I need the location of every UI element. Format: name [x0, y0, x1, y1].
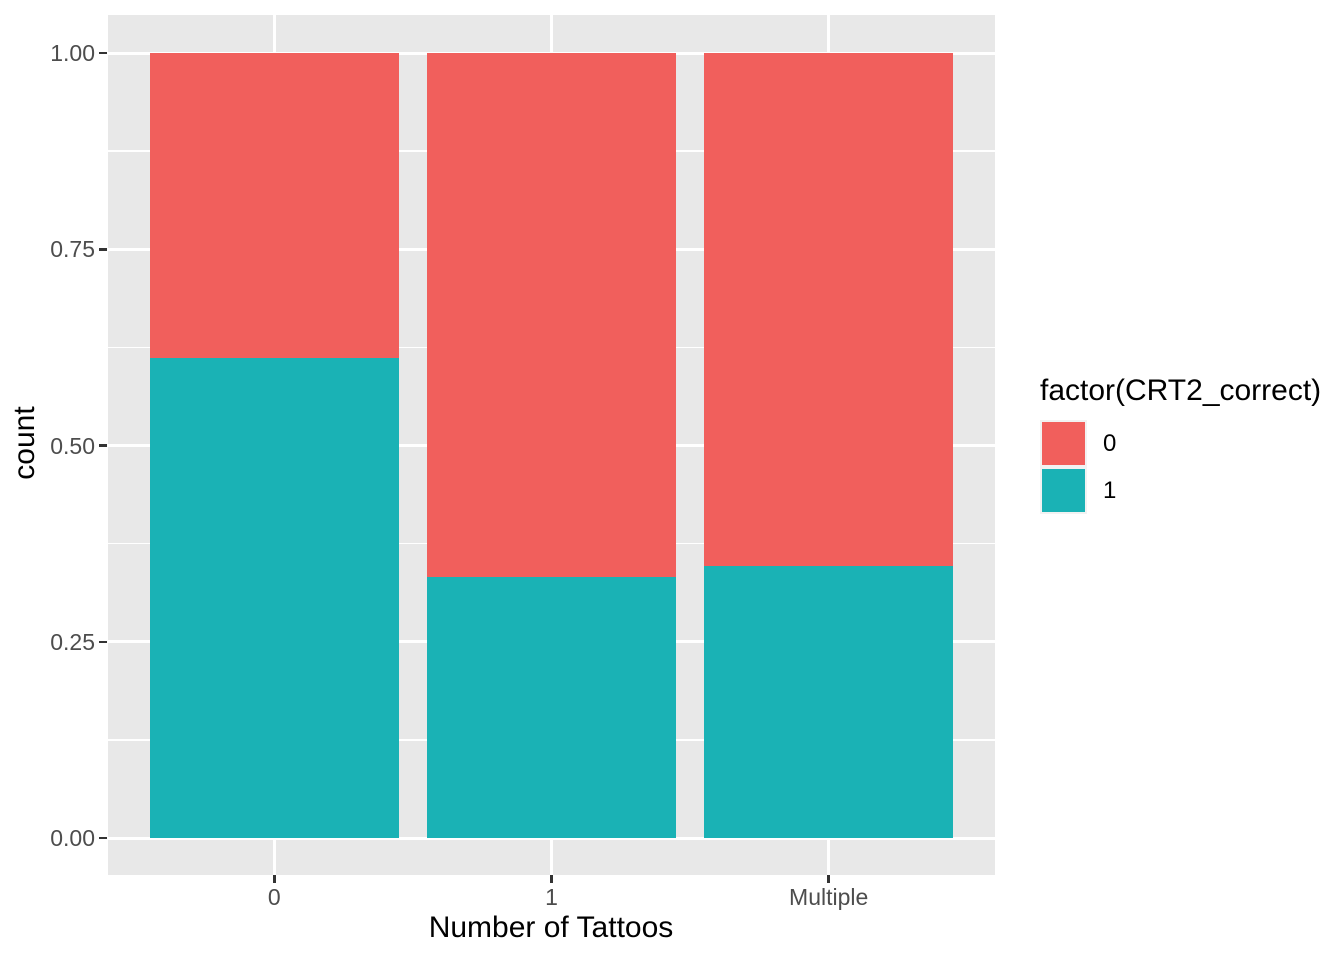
- legend-key: [1040, 420, 1087, 467]
- y-axis-tick: [99, 248, 107, 251]
- x-axis-title: Number of Tattoos: [428, 911, 674, 944]
- legend-entry-label: 0: [1103, 429, 1117, 457]
- y-axis-tick: [99, 51, 107, 55]
- x-axis-tick: [273, 875, 276, 883]
- x-axis-tick-label: Multiple: [789, 884, 869, 910]
- bar-Multiple-segment-0: [703, 53, 954, 566]
- bar-1-segment-1: [426, 576, 677, 838]
- plot-panel: [108, 15, 995, 875]
- legend-swatch-1-icon: [1042, 469, 1085, 512]
- x-axis-tick: [550, 875, 553, 883]
- y-axis-tick-label: 1.00: [50, 40, 95, 66]
- legend-key: [1040, 467, 1087, 514]
- bar-Multiple-segment-1: [703, 565, 954, 838]
- y-axis-tick: [99, 836, 107, 840]
- bar-0-segment-1: [149, 358, 400, 838]
- x-axis-tick-label: 0: [267, 884, 281, 910]
- y-axis-tick-label: 0.00: [50, 825, 95, 851]
- legend-entry-label: 1: [1103, 476, 1117, 504]
- x-axis-tick-label: 1: [545, 884, 558, 910]
- legend-swatch-0-icon: [1042, 422, 1085, 465]
- y-axis-tick-label: 0.25: [50, 628, 95, 655]
- legend: factor(CRT2_correct) 0 1: [1040, 373, 1321, 514]
- legend-entry: 1: [1040, 467, 1321, 514]
- legend-entry: 0: [1040, 420, 1321, 467]
- y-axis-title: count: [8, 406, 41, 480]
- bar-0-segment-0: [149, 53, 400, 359]
- x-axis-tick: [827, 875, 830, 883]
- y-axis-tick: [99, 444, 107, 447]
- y-axis-tick-label: 0.75: [50, 236, 95, 263]
- legend-title: factor(CRT2_correct): [1040, 374, 1322, 407]
- y-axis-tick-label: 0.50: [50, 432, 95, 459]
- bar-1-segment-0: [426, 53, 677, 577]
- y-axis-tick: [99, 640, 107, 643]
